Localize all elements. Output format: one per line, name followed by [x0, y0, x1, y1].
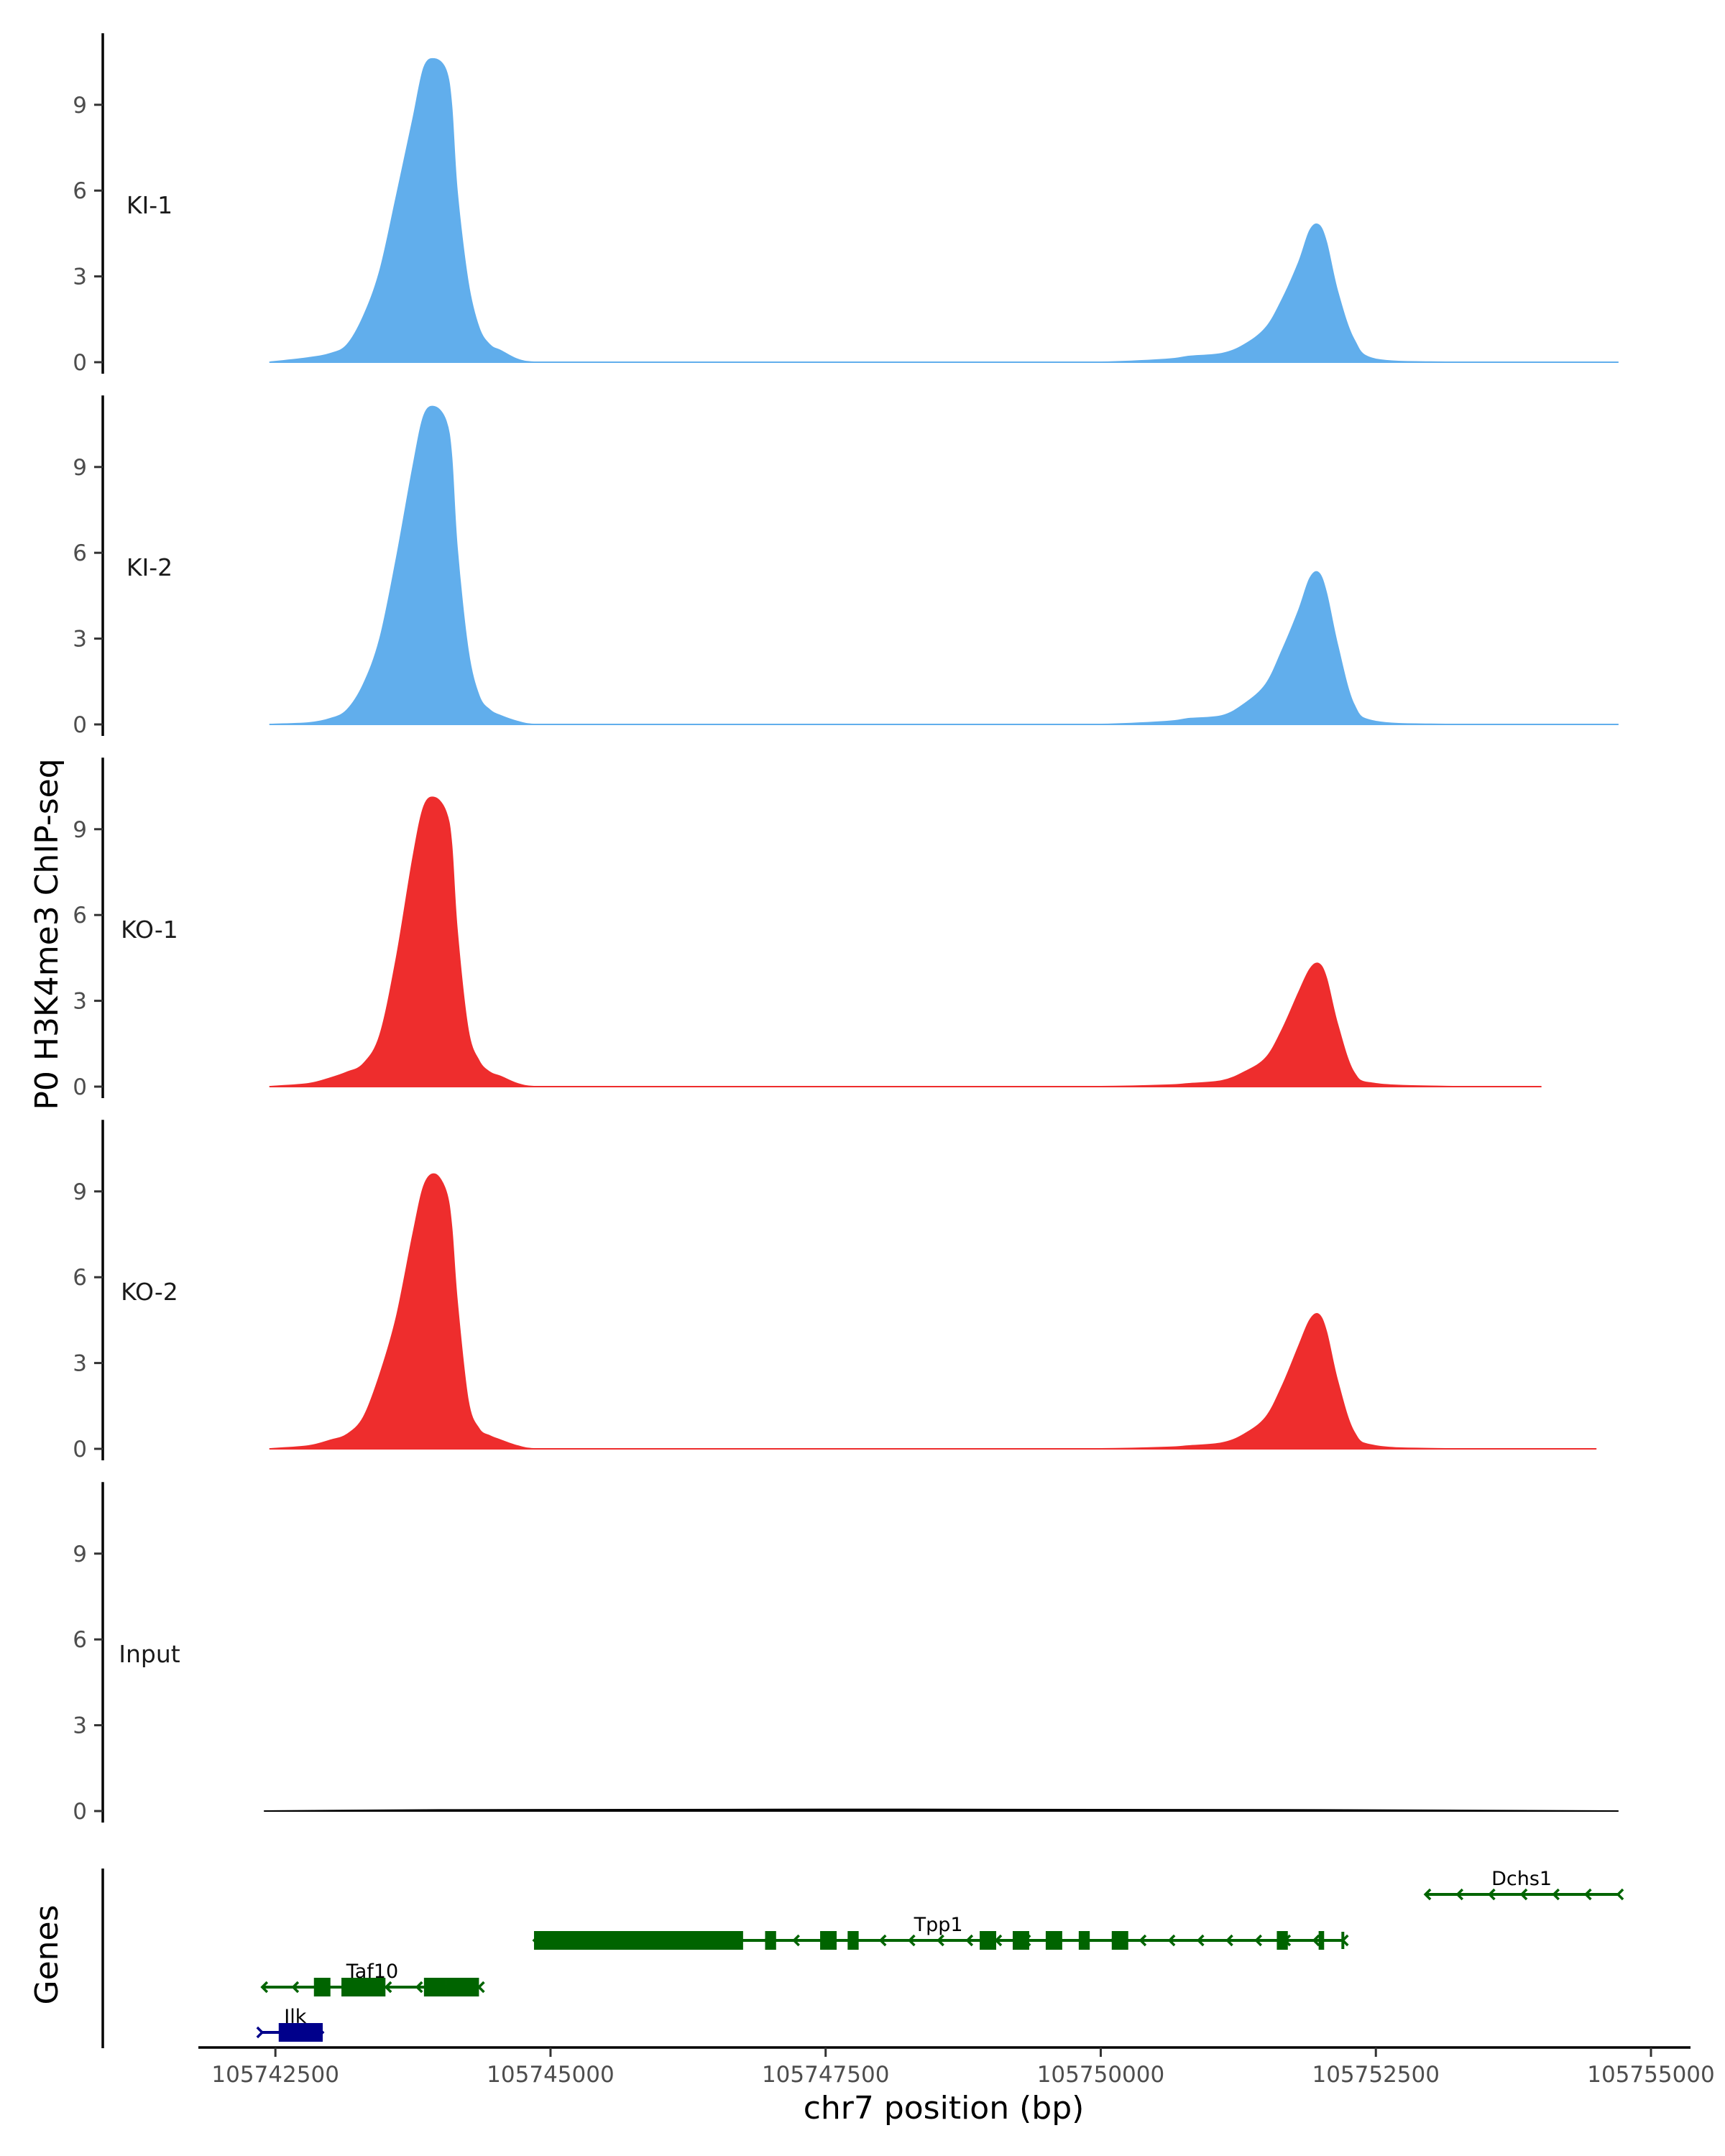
strand-arrow	[1583, 1888, 1592, 1901]
track-input: 0 3 6 9 Input	[73, 1482, 1619, 1825]
x-tick-label: 105752500	[1312, 2062, 1440, 2088]
y-tick-label: 6	[73, 178, 87, 204]
exon-block	[423, 1978, 446, 1996]
exon-block	[278, 2023, 323, 2042]
exon-block	[847, 1931, 859, 1950]
strand-arrow	[792, 1934, 800, 1947]
y-tick-label: 9	[73, 1179, 87, 1205]
strand-arrow	[1519, 1888, 1528, 1901]
strand-arrow	[1552, 1888, 1560, 1901]
y-tick-label: 6	[73, 903, 87, 929]
track-ki-2: 0 3 6 9 KI-2	[73, 395, 1619, 738]
exon-block	[446, 1978, 479, 1996]
track-label: KO-2	[121, 1278, 178, 1306]
exon-block	[765, 1931, 776, 1950]
strand-arrow	[1487, 1888, 1496, 1901]
gene-dchs1: Dchs1	[1423, 1868, 1624, 1901]
y-tick-label: 3	[73, 1351, 87, 1377]
exon-block	[1318, 1931, 1325, 1950]
y-tick-label: 6	[73, 1265, 87, 1291]
strand-arrow	[1423, 1888, 1432, 1901]
strand-arrow	[907, 1934, 916, 1947]
strand-arrow	[937, 1934, 944, 1947]
y-tick-label: 0	[73, 1437, 87, 1462]
strand-arrow	[384, 1981, 392, 1994]
exon-block	[533, 1931, 743, 1950]
gene-label: Dchs1	[1491, 1868, 1552, 1890]
track-label: Input	[119, 1640, 180, 1668]
strand-arrow	[965, 1934, 974, 1947]
strand-arrow	[1312, 1934, 1320, 1947]
exon-block	[820, 1931, 837, 1950]
y-tick-label: 0	[73, 350, 87, 376]
coverage-area-ko-1	[269, 796, 1542, 1088]
strand-arrow	[260, 1981, 269, 1994]
y-tick-label: 3	[73, 989, 87, 1015]
genes-track-title: Genes	[29, 1904, 65, 2004]
x-axis: 105742500 105745000 105747500 105750000 1057…	[198, 2046, 1715, 2088]
exon-block	[1111, 1931, 1128, 1950]
strand-arrow	[1138, 1934, 1147, 1947]
coverage-area-ki-1	[269, 57, 1619, 364]
gene-label: Tpp1	[914, 1914, 963, 1936]
gene-ilk: Ilk	[256, 2006, 325, 2042]
y-tick-label: 6	[73, 540, 87, 566]
y-tick-label: 0	[73, 712, 87, 738]
x-tick-label: 105742500	[211, 2062, 339, 2088]
y-tick-label: 3	[73, 627, 87, 653]
x-tick-label: 105745000	[487, 2062, 615, 2088]
y-tick-label: 0	[73, 1799, 87, 1825]
y-tick-label: 9	[73, 455, 87, 481]
exon-block	[313, 1978, 331, 1996]
track-ko-1: 0 3 6 9 KO-1	[73, 757, 1542, 1100]
track-ki-1: 0 3 6 9 KI-1	[73, 33, 1619, 376]
track-ko-2: 0 3 6 9 KO-2	[73, 1120, 1597, 1462]
strand-arrow	[1167, 1934, 1176, 1947]
track-label: KO-1	[121, 916, 178, 944]
exon-block	[1012, 1931, 1029, 1950]
coverage-area-input	[263, 1808, 1619, 1812]
y-axis-title: P0 H3K4me3 ChIP-seq	[29, 758, 65, 1110]
gene-label: Ilk	[284, 2006, 306, 2028]
exon-block	[980, 1931, 997, 1950]
x-axis-title: chr7 position (bp)	[804, 2090, 1085, 2127]
track-label: KI-2	[126, 553, 172, 581]
y-tick-label: 6	[73, 1627, 87, 1653]
strand-arrow	[256, 2026, 264, 2039]
y-tick-label: 9	[73, 1542, 87, 1567]
y-tick-label: 3	[73, 1713, 87, 1739]
y-tick-label: 3	[73, 264, 87, 290]
exon-block	[1078, 1931, 1090, 1950]
coverage-area-ki-2	[269, 405, 1619, 726]
strand-arrow	[1254, 1934, 1262, 1947]
gene-label: Taf10	[346, 1961, 398, 1983]
strand-arrow	[1196, 1934, 1205, 1947]
y-tick-label: 9	[73, 93, 87, 119]
exon-block	[341, 1978, 386, 1996]
track-label: KI-1	[126, 191, 172, 219]
strand-arrow	[291, 1981, 300, 1994]
coverage-area-ko-2	[269, 1173, 1597, 1450]
y-tick-label: 9	[73, 817, 87, 843]
strand-arrow	[415, 1981, 423, 1994]
gene-taf10: Taf10	[260, 1961, 485, 1996]
strand-arrow	[1455, 1888, 1464, 1901]
exon-block	[1276, 1931, 1288, 1950]
exon-block	[1045, 1931, 1062, 1950]
x-tick-label: 105747500	[762, 2062, 890, 2088]
coverage-tracks: 0 3 6 9 KI-1 0 3 6 9 KI-2 0 3 6 9 KO-1 0 3 6 9 KO-2 0 3 6 9 Inpu…	[73, 33, 1619, 1825]
gene-tpp1: Tpp1	[532, 1914, 1349, 1950]
genes-track: Dchs1 Tpp1 Taf10 Ilk	[101, 1868, 1624, 2048]
strand-arrow	[878, 1934, 887, 1947]
strand-arrow	[1225, 1934, 1233, 1947]
y-tick-label: 0	[73, 1074, 87, 1100]
x-tick-label: 105750000	[1037, 2062, 1165, 2088]
strand-arrow	[1616, 1888, 1624, 1901]
x-tick-label: 105755000	[1587, 2062, 1715, 2088]
strand-arrow	[477, 1981, 485, 1994]
